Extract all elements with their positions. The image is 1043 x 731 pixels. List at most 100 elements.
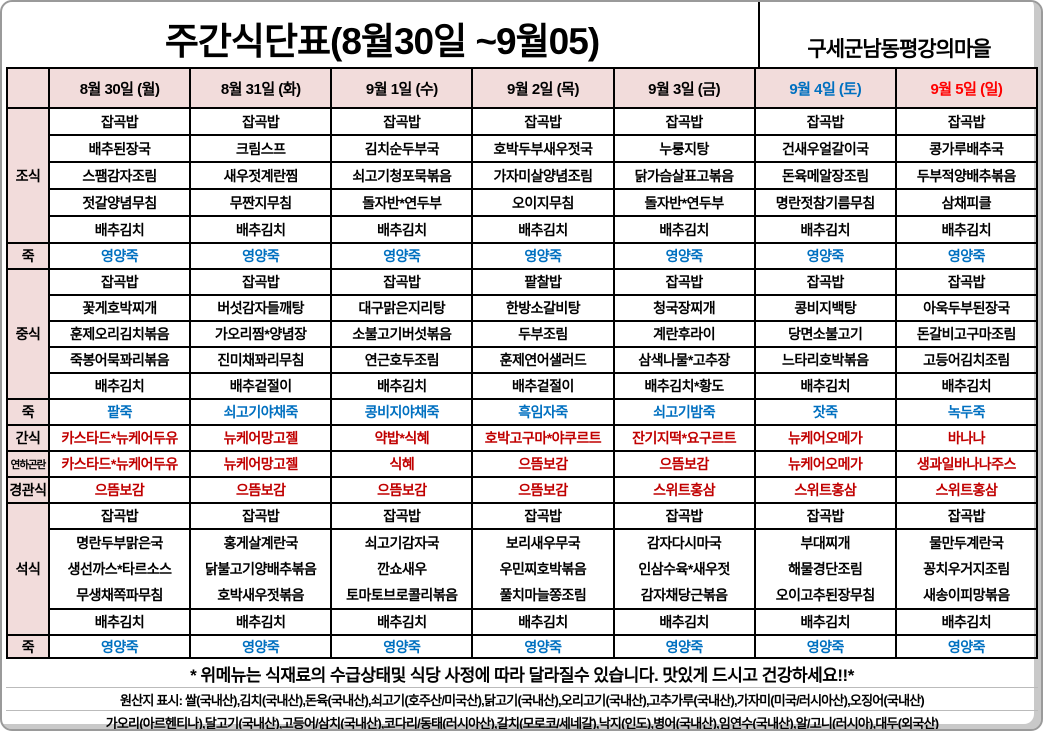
day-header-cell: 9월 3일 (금) [612,67,756,109]
menu-cell: 돌자반*연두부 [330,188,474,217]
menu-cell: 가자미살양념조림 [471,161,615,190]
menu-cell: 영양죽 [753,634,897,659]
notice-text: * 위메뉴는 식재료의 수급상태및 식당 사정에 따라 달라질수 있습니다. 맛… [190,665,854,685]
menu-cell: 아욱두부된장국 [894,294,1039,322]
menu-row-lunch: 중식 잡곡밥 잡곡밥 잡곡밥 팥찰밥 잡곡밥 잡곡밥 잡곡밥 [6,268,1039,400]
menu-cell: 영양죽 [189,242,333,270]
menu-cell: 팥죽 [47,398,192,426]
menu-row-lunch: 죽봉어묵꽈리볶음 진미채꽈리무침 연근호두조림 훈제연어샐러드 삼색나물*고추장 느타리호… [7,346,1039,374]
menu-row-lunch: 훈제오리김치볶음 가오리찜*양념장 소불고기버섯볶음 두부조림 계란후라이 당면소불고기 돈… [7,320,1039,348]
menu-cell: 배추김치 [612,215,756,244]
menu-cell: 잡곡밥 [189,107,333,136]
menu-cell: 건새우얼갈이국 [753,134,897,163]
menu-cell: 잡곡밥 [471,502,615,530]
menu-cell: 쇠고기청포묵볶음 [330,161,474,190]
day-header-cell: 9월 2일 (목) [471,67,615,109]
menu-cell: 배추김치*황도 [612,372,756,400]
menu-cell: 새우젓계란찜 [189,161,333,190]
menu-cell: 당면소불고기 [753,320,897,348]
menu-cell: 영양죽 [894,242,1039,270]
menu-cell: 잡곡밥 [330,502,474,530]
menu-cell: 배추겉절이 [471,372,615,400]
menu-cell: 쇠고기감자국 깐쇼새우 토마토브로콜리볶음 [330,528,474,610]
menu-cell: 잡곡밥 [894,502,1039,530]
menu-cell: 잡곡밥 [612,107,756,136]
menu-cell: 영양죽 [753,242,897,270]
menu-cell: 잡곡밥 [471,107,615,136]
menu-cell: 배추김치 [471,608,615,636]
menu-cell: 영양죽 [47,242,192,270]
origin-labeling-line-1: 원산지 표시: 쌀(국내산),김치(국내산),돈육(국내산),쇠고기(호주산/미… [6,687,1038,710]
row-header-tube-feeding: 경관식 [6,476,50,504]
menu-cell: 바나나 [894,424,1039,452]
organization-name: 구세군남동평강의마을 [807,38,991,61]
menu-cell: 잡곡밥 [612,268,756,296]
menu-cell: 영양죽 [47,634,192,659]
menu-cell: 무짠지무침 [189,188,333,217]
origin-labeling-line-2: 가오리(아르헨티나),달고기(국내산),고등어/삼치(국내산),코다리/동태(러… [6,710,1038,729]
menu-cell: 훈제오리김치볶음 [47,320,192,348]
corner-cell [6,67,50,109]
menu-cell: 돈육메알장조림 [753,161,897,190]
title-cell: 주간식단표(8월30일 ~9월05) [6,2,758,67]
day-header-cell: 8월 30일 (월) [47,67,192,109]
menu-cell: 흑임자죽 [471,398,615,426]
menu-cell: 잡곡밥 [894,268,1039,296]
menu-cell: 콩비지야채죽 [330,398,474,426]
menu-cell: 명란두부맑은국 생선까스*타르소스 무생채쪽파무침 [47,528,192,610]
menu-cell: 잡곡밥 [753,107,897,136]
day-header-cell: 9월 1일 (수) [330,67,474,109]
menu-cell: 배추김치 [894,608,1039,636]
menu-row-dinner: 석식 잡곡밥 잡곡밥 잡곡밥 잡곡밥 잡곡밥 잡곡밥 잡곡밥 [6,502,1039,636]
menu-cell: 영양죽 [612,634,756,659]
menu-row-dinner: 배추김치 배추김치 배추김치 배추김치 배추김치 배추김치 배추김치 [7,608,1039,636]
menu-cell: 가오리찜*양념장 [189,320,333,348]
menu-cell: 고등어김치조림 [894,346,1039,374]
menu-cell: 한방소갈비탕 [471,294,615,322]
row-header-breakfast: 조식 [6,107,50,244]
menu-cell: 배추김치 [189,608,333,636]
menu-cell: 배추김치 [894,372,1039,400]
menu-cell: 으뜸보감 [612,450,756,478]
row-header-porridge-dinner: 죽 [6,634,50,659]
menu-cell: 죽봉어묵꽈리볶음 [47,346,192,374]
menu-cell: 잣죽 [753,398,897,426]
menu-cell: 배추김치 [753,608,897,636]
menu-cell: 쇠고기야채죽 [189,398,333,426]
menu-cell: 두부적양배추볶음 [894,161,1039,190]
menu-cell: 잡곡밥 [753,502,897,530]
menu-cell: 삼채피클 [894,188,1039,217]
menu-cell: 영양죽 [189,634,333,659]
organization-cell: 구세군남동평강의마을 [758,2,1038,67]
menu-cell: 돈갈비고구마조림 [894,320,1039,348]
menu-cell: 배추김치 [753,215,897,244]
menu-cell: 호박두부새우젓국 [471,134,615,163]
menu-row-snack: 간식 카스타드*뉴케어두유 뉴케어망고젤 약밥*식혜 호박고구마*야쿠르트 잔기지떡*요구… [6,424,1039,452]
menu-cell: 명란젓참기름무침 [753,188,897,217]
day-header-row: 8월 30일 (월) 8월 31일 (화) 9월 1일 (수) 9월 2일 (목) 9월… [6,67,1039,109]
menu-cell: 젓갈양념무침 [47,188,192,217]
page-title: 주간식단표(8월30일 ~9월05) [164,21,600,62]
menu-cell: 배추된장국 [47,134,192,163]
menu-cell: 배추김치 [612,608,756,636]
menu-row-breakfast: 스팸감자조림 새우젓계란찜 쇠고기청포묵볶음 가자미살양념조림 닭가슴살표고볶음 돈육메알… [7,161,1039,190]
menu-cell: 누룽지탕 [612,134,756,163]
menu-cell: 배추김치 [47,215,192,244]
menu-cell: 으뜸보감 [47,476,192,504]
menu-cell: 식혜 [330,450,474,478]
row-header-dinner: 석식 [6,502,50,636]
menu-cell: 잡곡밥 [612,502,756,530]
menu-cell: 삼색나물*고추장 [612,346,756,374]
menu-cell: 청국장찌개 [612,294,756,322]
menu-cell: 카스타드*뉴케어두유 [47,424,192,452]
menu-cell: 버섯감자들깨탕 [189,294,333,322]
menu-cell: 뉴케어오메가 [753,424,897,452]
menu-cell: 감자다시마국 인삼수육*새우젓 감자채당근볶음 [612,528,756,610]
menu-cell: 팥찰밥 [471,268,615,296]
menu-cell: 배추김치 [753,372,897,400]
menu-cell: 잡곡밥 [753,268,897,296]
menu-row-breakfast: 젓갈양념무침 무짠지무침 돌자반*연두부 오이지무침 돌자반*연두부 명란젓참기름무침 삼채… [7,188,1039,217]
row-header-snack: 간식 [6,424,50,452]
menu-cell: 스위트홍삼 [894,476,1039,504]
